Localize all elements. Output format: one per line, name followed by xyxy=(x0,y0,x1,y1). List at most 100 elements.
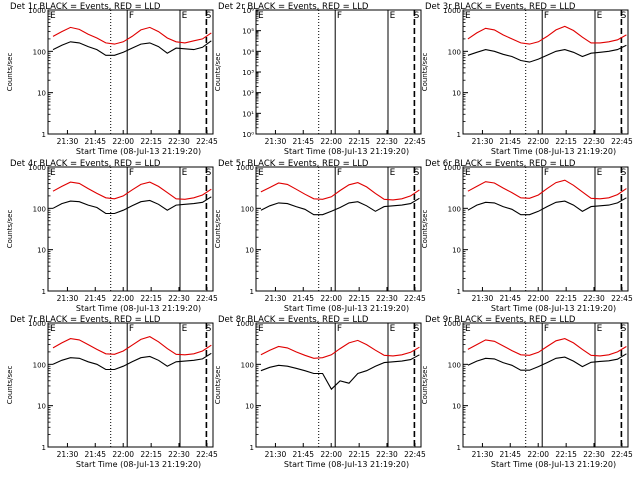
x-tick-label: 21:30 xyxy=(265,294,287,303)
x-tick-label: 22:45 xyxy=(404,294,426,303)
x-tick-label: 21:30 xyxy=(57,450,79,459)
y-tick-label: 1000 xyxy=(443,164,461,172)
event-marker-label: E xyxy=(258,11,264,21)
y-tick-label: 10² xyxy=(242,90,254,98)
plot-frame xyxy=(47,9,214,135)
panel-det-1: Det 1r BLACK = Events, RED = LLD Counts/s… xyxy=(6,2,218,156)
y-axis-label: Counts/sec xyxy=(214,210,222,249)
event-marker-label: E xyxy=(465,168,471,178)
y-tick-label: 10³ xyxy=(242,69,254,77)
y-tick-label: 1000 xyxy=(443,7,461,15)
event-marker-label: F xyxy=(129,168,134,178)
y-tick-label: 1000 xyxy=(28,164,46,172)
event-marker-label: E xyxy=(597,168,603,178)
y-tick-label: 10¹ xyxy=(242,110,254,118)
series-lld-line xyxy=(467,338,627,357)
x-axis-label: Start Time (08-Jul-13 21:19:20) xyxy=(491,460,616,469)
x-tick-label: 22:30 xyxy=(376,294,398,303)
event-marker-label: S xyxy=(414,11,420,21)
y-axis-label: Counts/sec xyxy=(6,210,14,249)
event-marker-label: E xyxy=(390,11,396,21)
x-tick-label: 22:00 xyxy=(112,294,134,303)
event-marker-label: S xyxy=(206,324,212,334)
event-marker-label: S xyxy=(414,168,420,178)
x-axis-label: Start Time (08-Jul-13 21:19:20) xyxy=(76,147,201,156)
series-events-line xyxy=(52,40,212,56)
event-marker-label: S xyxy=(621,168,627,178)
series-events-line xyxy=(467,353,627,371)
plot-frame xyxy=(255,9,422,135)
event-marker-label: F xyxy=(337,168,342,178)
event-marker-label: E xyxy=(258,324,264,334)
x-tick-label: 22:15 xyxy=(348,137,370,146)
panel-det-2: Det 2r BLACK = Events, RED = LLD Counts/s… xyxy=(214,2,426,156)
event-marker-label: S xyxy=(206,168,212,178)
event-marker-label: E xyxy=(258,168,264,178)
event-marker-label: E xyxy=(182,168,188,178)
event-marker-label: E xyxy=(182,324,188,334)
x-axis-label: Start Time (08-Jul-13 21:19:20) xyxy=(284,147,409,156)
x-tick-label: 22:30 xyxy=(168,137,190,146)
plot-frame xyxy=(47,166,214,292)
plot-frame xyxy=(462,9,629,135)
event-marker-label: F xyxy=(544,11,549,21)
series-lld-line xyxy=(52,26,212,45)
series-events-line xyxy=(467,44,627,63)
y-tick-label: 1000 xyxy=(28,7,46,15)
event-marker-label: E xyxy=(50,324,56,334)
x-tick-label: 21:45 xyxy=(292,294,314,303)
panel-title: Det 7r BLACK = Events, RED = LLD xyxy=(10,315,161,325)
panel-det-5: Det 5r BLACK = Events, RED = LLD Counts/s… xyxy=(214,159,426,313)
panel-title: Det 5r BLACK = Events, RED = LLD xyxy=(218,159,369,169)
x-tick-label: 22:30 xyxy=(376,450,398,459)
x-tick-label: 21:45 xyxy=(84,294,106,303)
event-marker-label: E xyxy=(182,11,188,21)
event-marker-label: E xyxy=(597,11,603,21)
y-tick-label: 100 xyxy=(448,48,461,56)
y-tick-label: 1 xyxy=(457,288,461,296)
y-tick-label: 100 xyxy=(33,361,46,369)
y-tick-label: 1 xyxy=(457,444,461,452)
y-tick-label: 100 xyxy=(448,361,461,369)
x-axis-label: Start Time (08-Jul-13 21:19:20) xyxy=(76,460,201,469)
y-axis-label: Counts/sec xyxy=(421,210,429,249)
y-tick-label: 100 xyxy=(33,205,46,213)
x-axis-label: Start Time (08-Jul-13 21:19:20) xyxy=(284,460,409,469)
x-tick-label: 21:45 xyxy=(84,137,106,146)
x-tick-label: 22:30 xyxy=(168,450,190,459)
y-tick-label: 1000 xyxy=(28,320,46,328)
series-events-line xyxy=(52,352,212,371)
x-tick-label: 22:45 xyxy=(196,137,218,146)
y-tick-label: 1000 xyxy=(236,320,254,328)
y-axis-label: Counts/sec xyxy=(6,366,14,405)
x-tick-label: 21:45 xyxy=(499,137,521,146)
x-tick-label: 21:45 xyxy=(499,450,521,459)
series-events-line xyxy=(260,354,420,391)
y-axis-label: Counts/sec xyxy=(421,366,429,405)
event-marker-label: S xyxy=(621,324,627,334)
series-events-line xyxy=(260,197,420,216)
panel-title: Det 8r BLACK = Events, RED = LLD xyxy=(218,315,369,325)
y-tick-label: 1 xyxy=(457,131,461,139)
plot-frame xyxy=(255,322,422,448)
series-events-line xyxy=(467,197,627,216)
x-tick-label: 22:00 xyxy=(527,450,549,459)
y-tick-label: 1 xyxy=(250,444,254,452)
y-tick-label: 1 xyxy=(250,288,254,296)
series-events-line xyxy=(52,196,212,215)
series-lld-line xyxy=(260,339,420,359)
y-tick-label: 10 xyxy=(452,403,461,411)
panel-det-8: Det 8r BLACK = Events, RED = LLD Counts/s… xyxy=(214,315,426,469)
panel-title: Det 4r BLACK = Events, RED = LLD xyxy=(10,159,161,169)
y-axis-label: Counts/sec xyxy=(214,366,222,405)
y-tick-label: 1000 xyxy=(236,164,254,172)
plot-frame xyxy=(462,166,629,292)
event-marker-label: E xyxy=(50,11,56,21)
y-tick-label: 1 xyxy=(42,444,46,452)
y-tick-label: 10 xyxy=(37,90,46,98)
y-tick-label: 100 xyxy=(33,48,46,56)
y-tick-label: 10⁵ xyxy=(242,28,254,36)
event-marker-label: F xyxy=(129,324,134,334)
panel-title: Det 2r BLACK = Events, RED = LLD xyxy=(218,2,369,12)
